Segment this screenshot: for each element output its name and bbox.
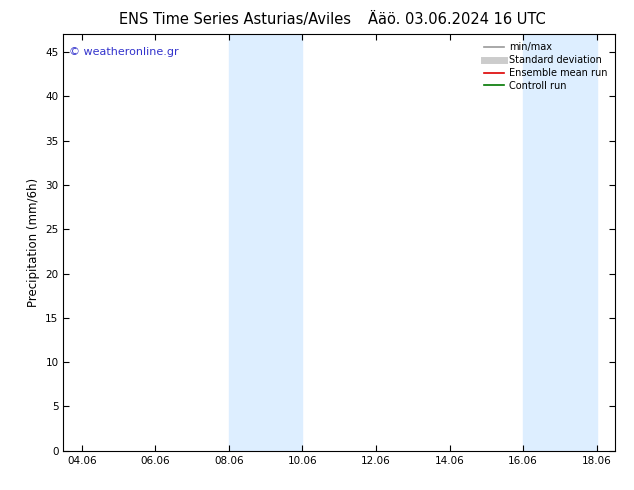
Legend: min/max, Standard deviation, Ensemble mean run, Controll run: min/max, Standard deviation, Ensemble me…	[481, 39, 610, 94]
Bar	[523, 34, 597, 451]
Text: Ääö. 03.06.2024 16 UTC: Ääö. 03.06.2024 16 UTC	[368, 12, 545, 27]
Text: ENS Time Series Asturias/Aviles: ENS Time Series Asturias/Aviles	[119, 12, 351, 27]
Text: © weatheronline.gr: © weatheronline.gr	[69, 47, 179, 57]
Bar	[229, 34, 302, 451]
Y-axis label: Precipitation (mm/6h): Precipitation (mm/6h)	[27, 178, 40, 307]
